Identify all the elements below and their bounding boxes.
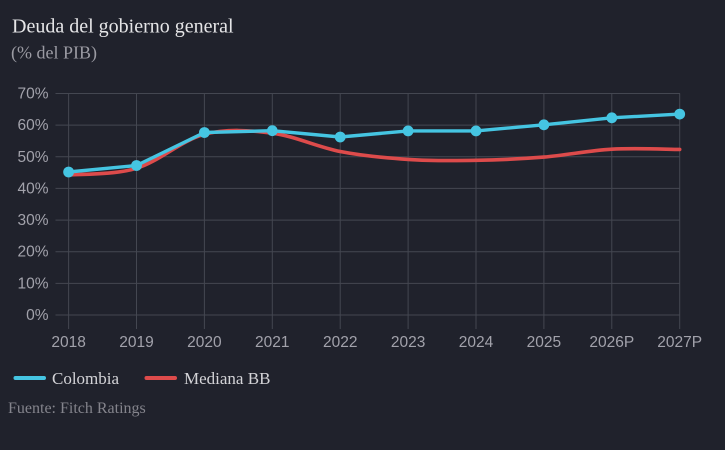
svg-text:2023: 2023 (391, 334, 425, 351)
svg-text:Colombia: Colombia (52, 369, 120, 388)
svg-text:20%: 20% (17, 244, 48, 261)
svg-text:2027P: 2027P (657, 334, 702, 351)
svg-text:70%: 70% (17, 86, 48, 103)
svg-text:60%: 60% (17, 117, 48, 134)
svg-text:Mediana BB: Mediana BB (184, 369, 270, 388)
svg-text:50%: 50% (17, 149, 48, 166)
svg-text:Fuente: Fitch Ratings: Fuente: Fitch Ratings (8, 400, 146, 417)
svg-text:2024: 2024 (459, 334, 494, 351)
svg-text:2020: 2020 (187, 334, 222, 351)
svg-text:2018: 2018 (51, 334, 85, 351)
svg-text:2025: 2025 (527, 334, 561, 351)
svg-text:2021: 2021 (255, 334, 289, 351)
svg-text:2026P: 2026P (589, 334, 634, 351)
svg-text:10%: 10% (17, 275, 48, 292)
svg-text:2022: 2022 (323, 334, 357, 351)
svg-text:Deuda del gobierno general: Deuda del gobierno general (12, 16, 234, 38)
svg-text:40%: 40% (17, 180, 48, 197)
svg-text:(% del PIB): (% del PIB) (11, 43, 97, 64)
svg-text:2019: 2019 (119, 334, 153, 351)
svg-text:30%: 30% (17, 212, 48, 229)
svg-text:0%: 0% (26, 307, 49, 324)
